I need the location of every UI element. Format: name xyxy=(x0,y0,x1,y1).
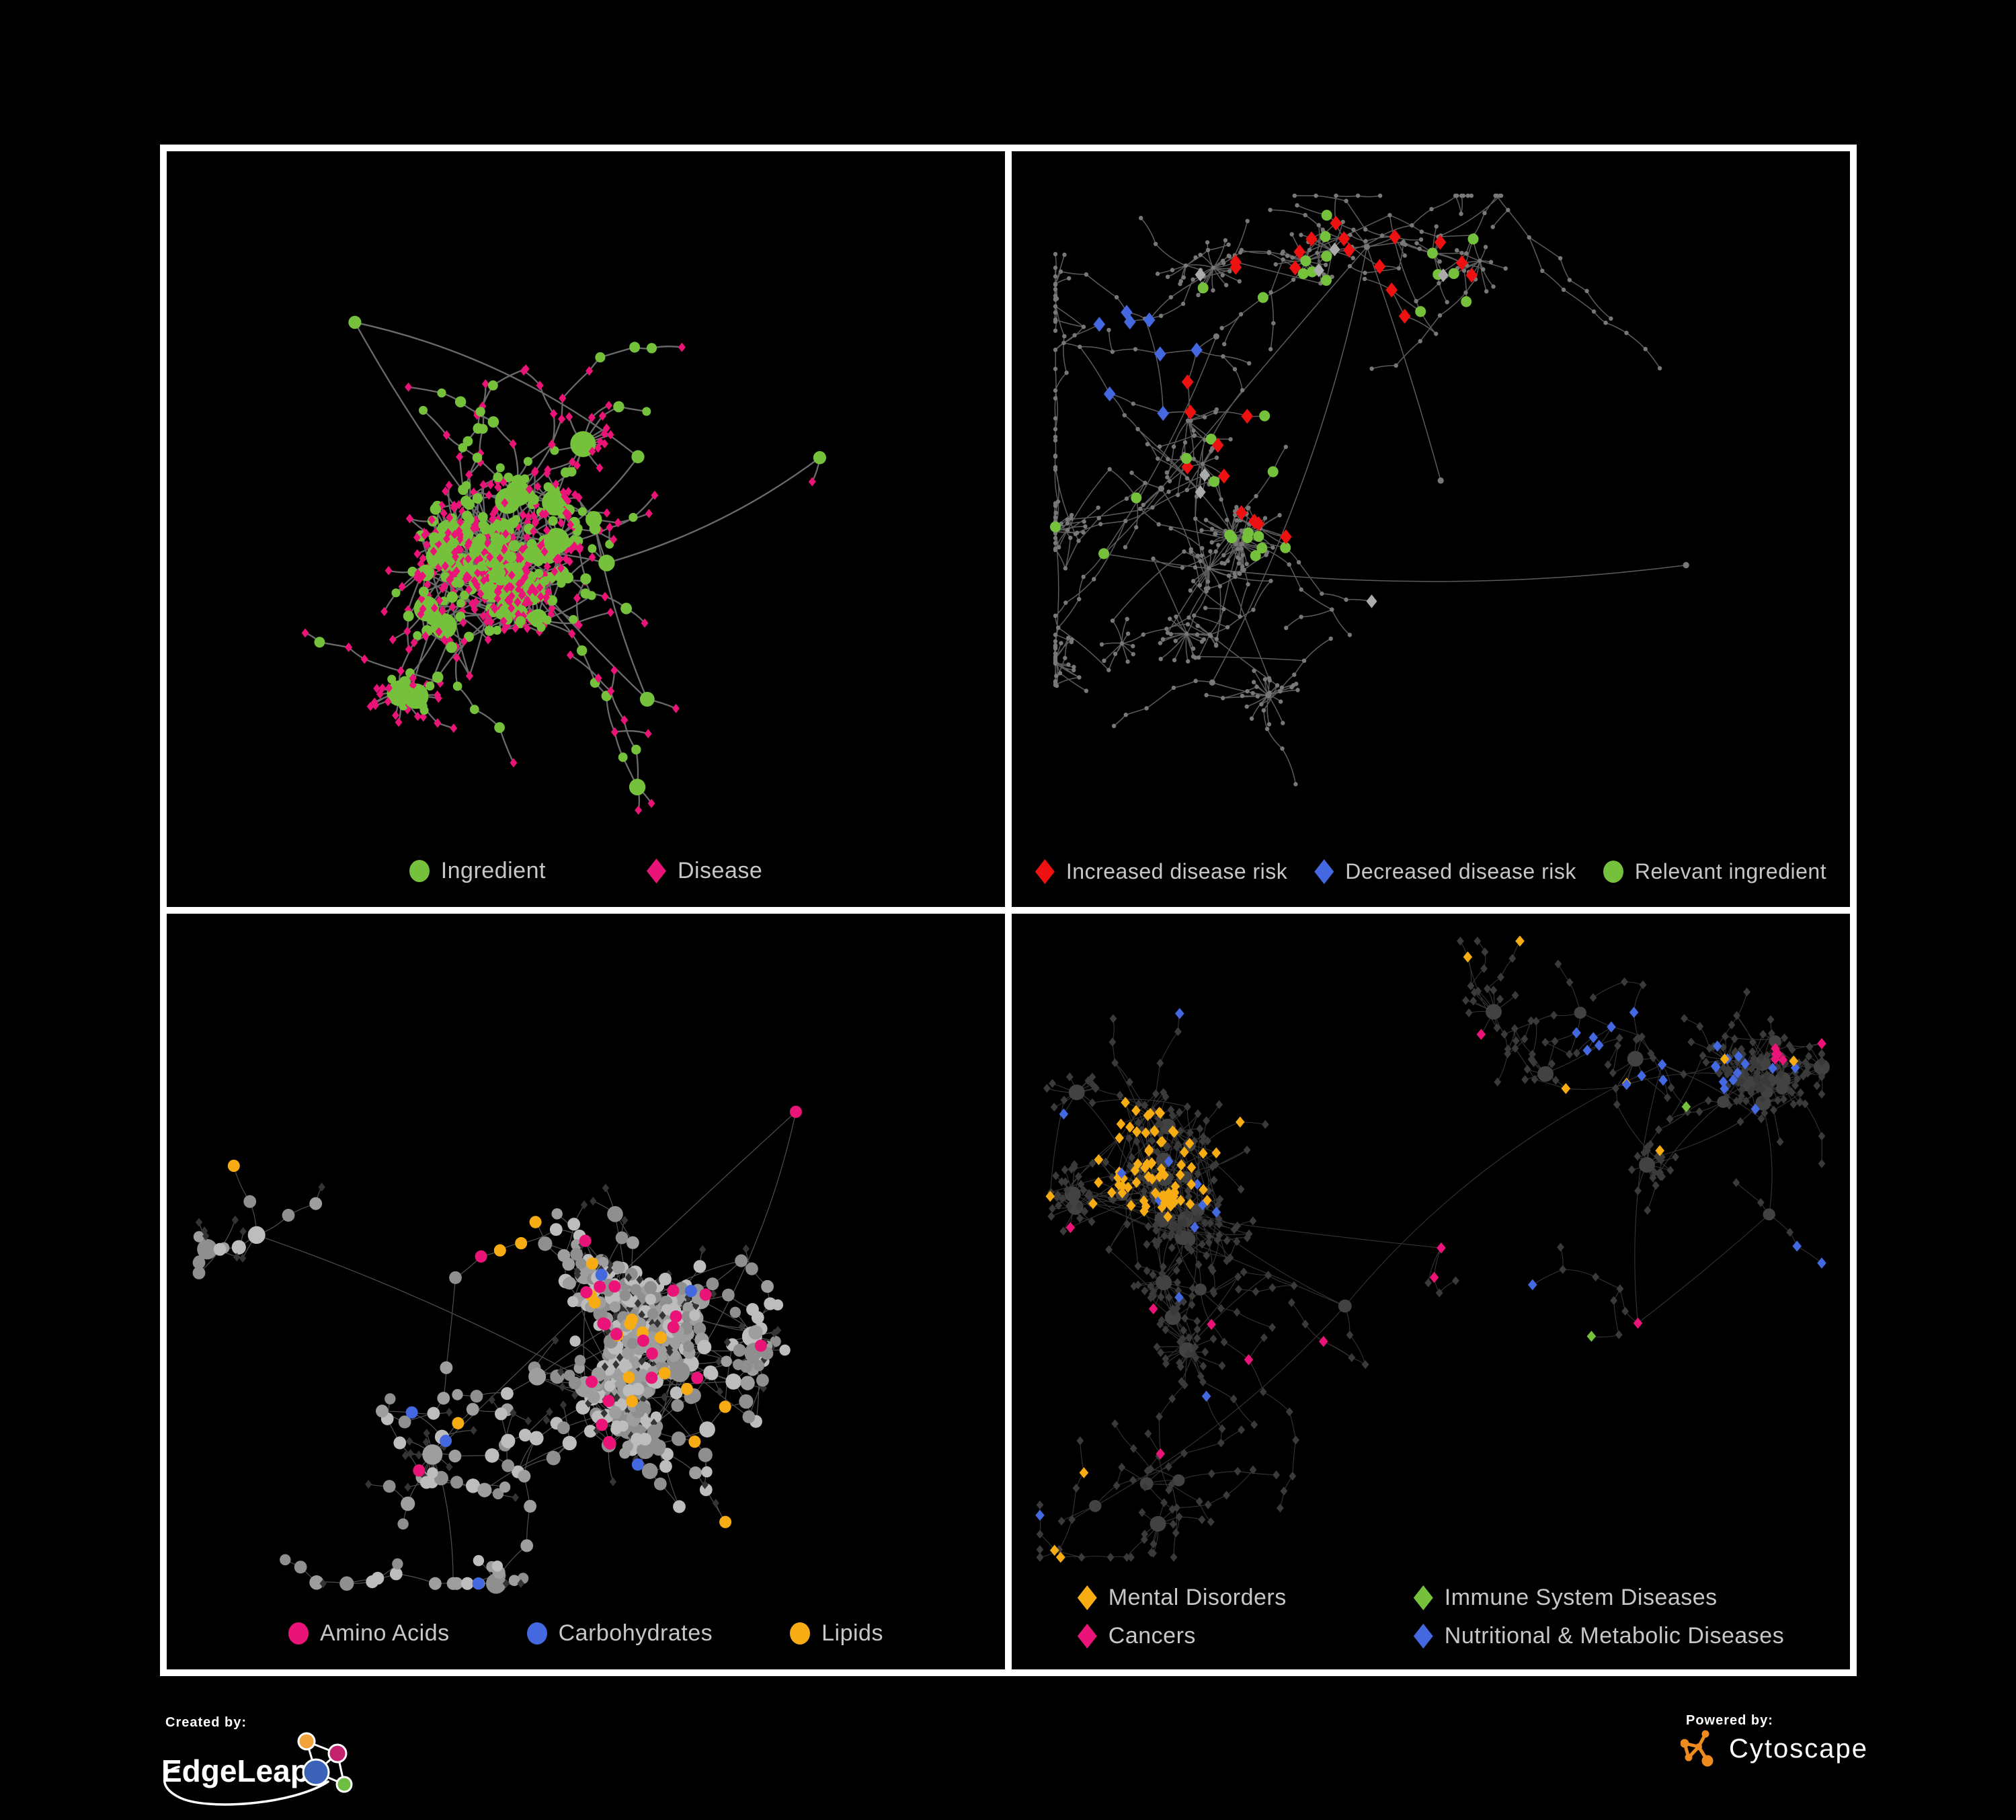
legend-label: Amino Acids xyxy=(320,1620,450,1646)
relevant-ingredient-circle-marker-icon xyxy=(1603,861,1623,883)
ingredient-disease-legend: Ingredient Disease xyxy=(167,854,1005,907)
legend-item-lipids: Lipids xyxy=(790,1620,883,1647)
panel-macronutrient-network: Amino Acids Carbohydrates Lipids xyxy=(167,914,1005,1669)
legend-label: Mental Disorders xyxy=(1108,1585,1287,1610)
disease-diamond-marker-icon xyxy=(646,859,666,883)
disease-risk-network-graph xyxy=(1050,193,1689,787)
legend-item-relevant-ingredient: Relevant ingredient xyxy=(1603,859,1826,884)
panel-disease-risk-network: Increased disease risk Decreased disease… xyxy=(1012,151,1850,907)
macronutrient-legend: Amino Acids Carbohydrates Lipids xyxy=(167,1616,1005,1669)
edgeleap-orange-node xyxy=(297,1732,316,1751)
ingredient-circle-marker-icon xyxy=(409,860,430,882)
cytoscape-wordmark: Cytoscape xyxy=(1729,1733,1868,1764)
edgeleap-pink-node xyxy=(327,1743,348,1764)
lipids-circle-marker-icon xyxy=(790,1622,811,1645)
edgeleap-blue-node xyxy=(302,1758,330,1786)
legend-label: Increased disease risk xyxy=(1065,859,1288,883)
legend-item-decreased-risk: Decreased disease risk xyxy=(1314,859,1576,884)
decreased-risk-diamond-marker-icon xyxy=(1314,859,1334,884)
disease-category-network-graph xyxy=(1035,935,1830,1563)
carbohydrates-circle-marker-icon xyxy=(526,1622,547,1645)
edgeleap-swoosh xyxy=(163,1766,329,1806)
edgeleap-wordmark: EdgeLeap xyxy=(161,1753,309,1788)
legend-label: Lipids xyxy=(821,1620,883,1646)
legend-item-amino-acids: Amino Acids xyxy=(288,1620,450,1647)
legend-item-disease: Disease xyxy=(646,858,763,884)
legend-label: Carbohydrates xyxy=(558,1620,713,1646)
mental-disorders-diamond-marker-icon xyxy=(1077,1585,1097,1610)
legend-item-carbohydrates: Carbohydrates xyxy=(526,1620,713,1647)
edgeleap-green-node xyxy=(335,1776,353,1793)
panel-disease-category-network: Mental Disorders Immune System Diseases … xyxy=(1012,914,1850,1669)
cancers-diamond-marker-icon xyxy=(1077,1624,1097,1649)
created-by-label: Created by: xyxy=(165,1715,247,1730)
panel-ingredient-disease-network: Ingredient Disease xyxy=(167,151,1005,907)
immune-diseases-diamond-marker-icon xyxy=(1413,1585,1433,1610)
legend-label: Nutritional & Metabolic Diseases xyxy=(1444,1623,1785,1649)
legend-label: Disease xyxy=(677,858,763,883)
legend-label: Immune System Diseases xyxy=(1444,1585,1718,1610)
legend-item-cancers: Cancers xyxy=(1077,1623,1373,1649)
legend-item-mental-disorders: Mental Disorders xyxy=(1077,1585,1373,1611)
nutritional-metabolic-diamond-marker-icon xyxy=(1413,1624,1433,1649)
legend-item-increased-risk: Increased disease risk xyxy=(1035,859,1287,884)
panel-grid: Ingredient Disease Increased disease ris… xyxy=(160,145,1857,1676)
increased-risk-diamond-marker-icon xyxy=(1035,859,1055,884)
legend-label: Cancers xyxy=(1108,1623,1196,1649)
legend-label: Relevant ingredient xyxy=(1634,859,1827,883)
cytoscape-logo: Cytoscape xyxy=(1681,1729,1868,1768)
edgeleap-logo: EdgeLeap xyxy=(161,1732,353,1806)
edgeleap-network-icon xyxy=(297,1732,353,1793)
ingredient-disease-network-graph xyxy=(301,315,826,815)
legend-label: Ingredient xyxy=(440,858,546,883)
macronutrient-network-graph xyxy=(192,1105,802,1594)
amino-acids-circle-marker-icon xyxy=(288,1622,309,1645)
legend-item-immune-system-diseases: Immune System Diseases xyxy=(1413,1585,1784,1611)
legend-item-nutritional-metabolic-diseases: Nutritional & Metabolic Diseases xyxy=(1413,1623,1785,1649)
disease-risk-legend: Increased disease risk Decreased disease… xyxy=(1012,855,1850,907)
cytoscape-network-icon xyxy=(1681,1730,1713,1767)
legend-label: Decreased disease risk xyxy=(1345,859,1576,883)
powered-by-label: Powered by: xyxy=(1686,1713,1773,1728)
legend-item-ingredient: Ingredient xyxy=(409,858,546,884)
disease-category-legend: Mental Disorders Immune System Diseases … xyxy=(1012,1585,1850,1669)
